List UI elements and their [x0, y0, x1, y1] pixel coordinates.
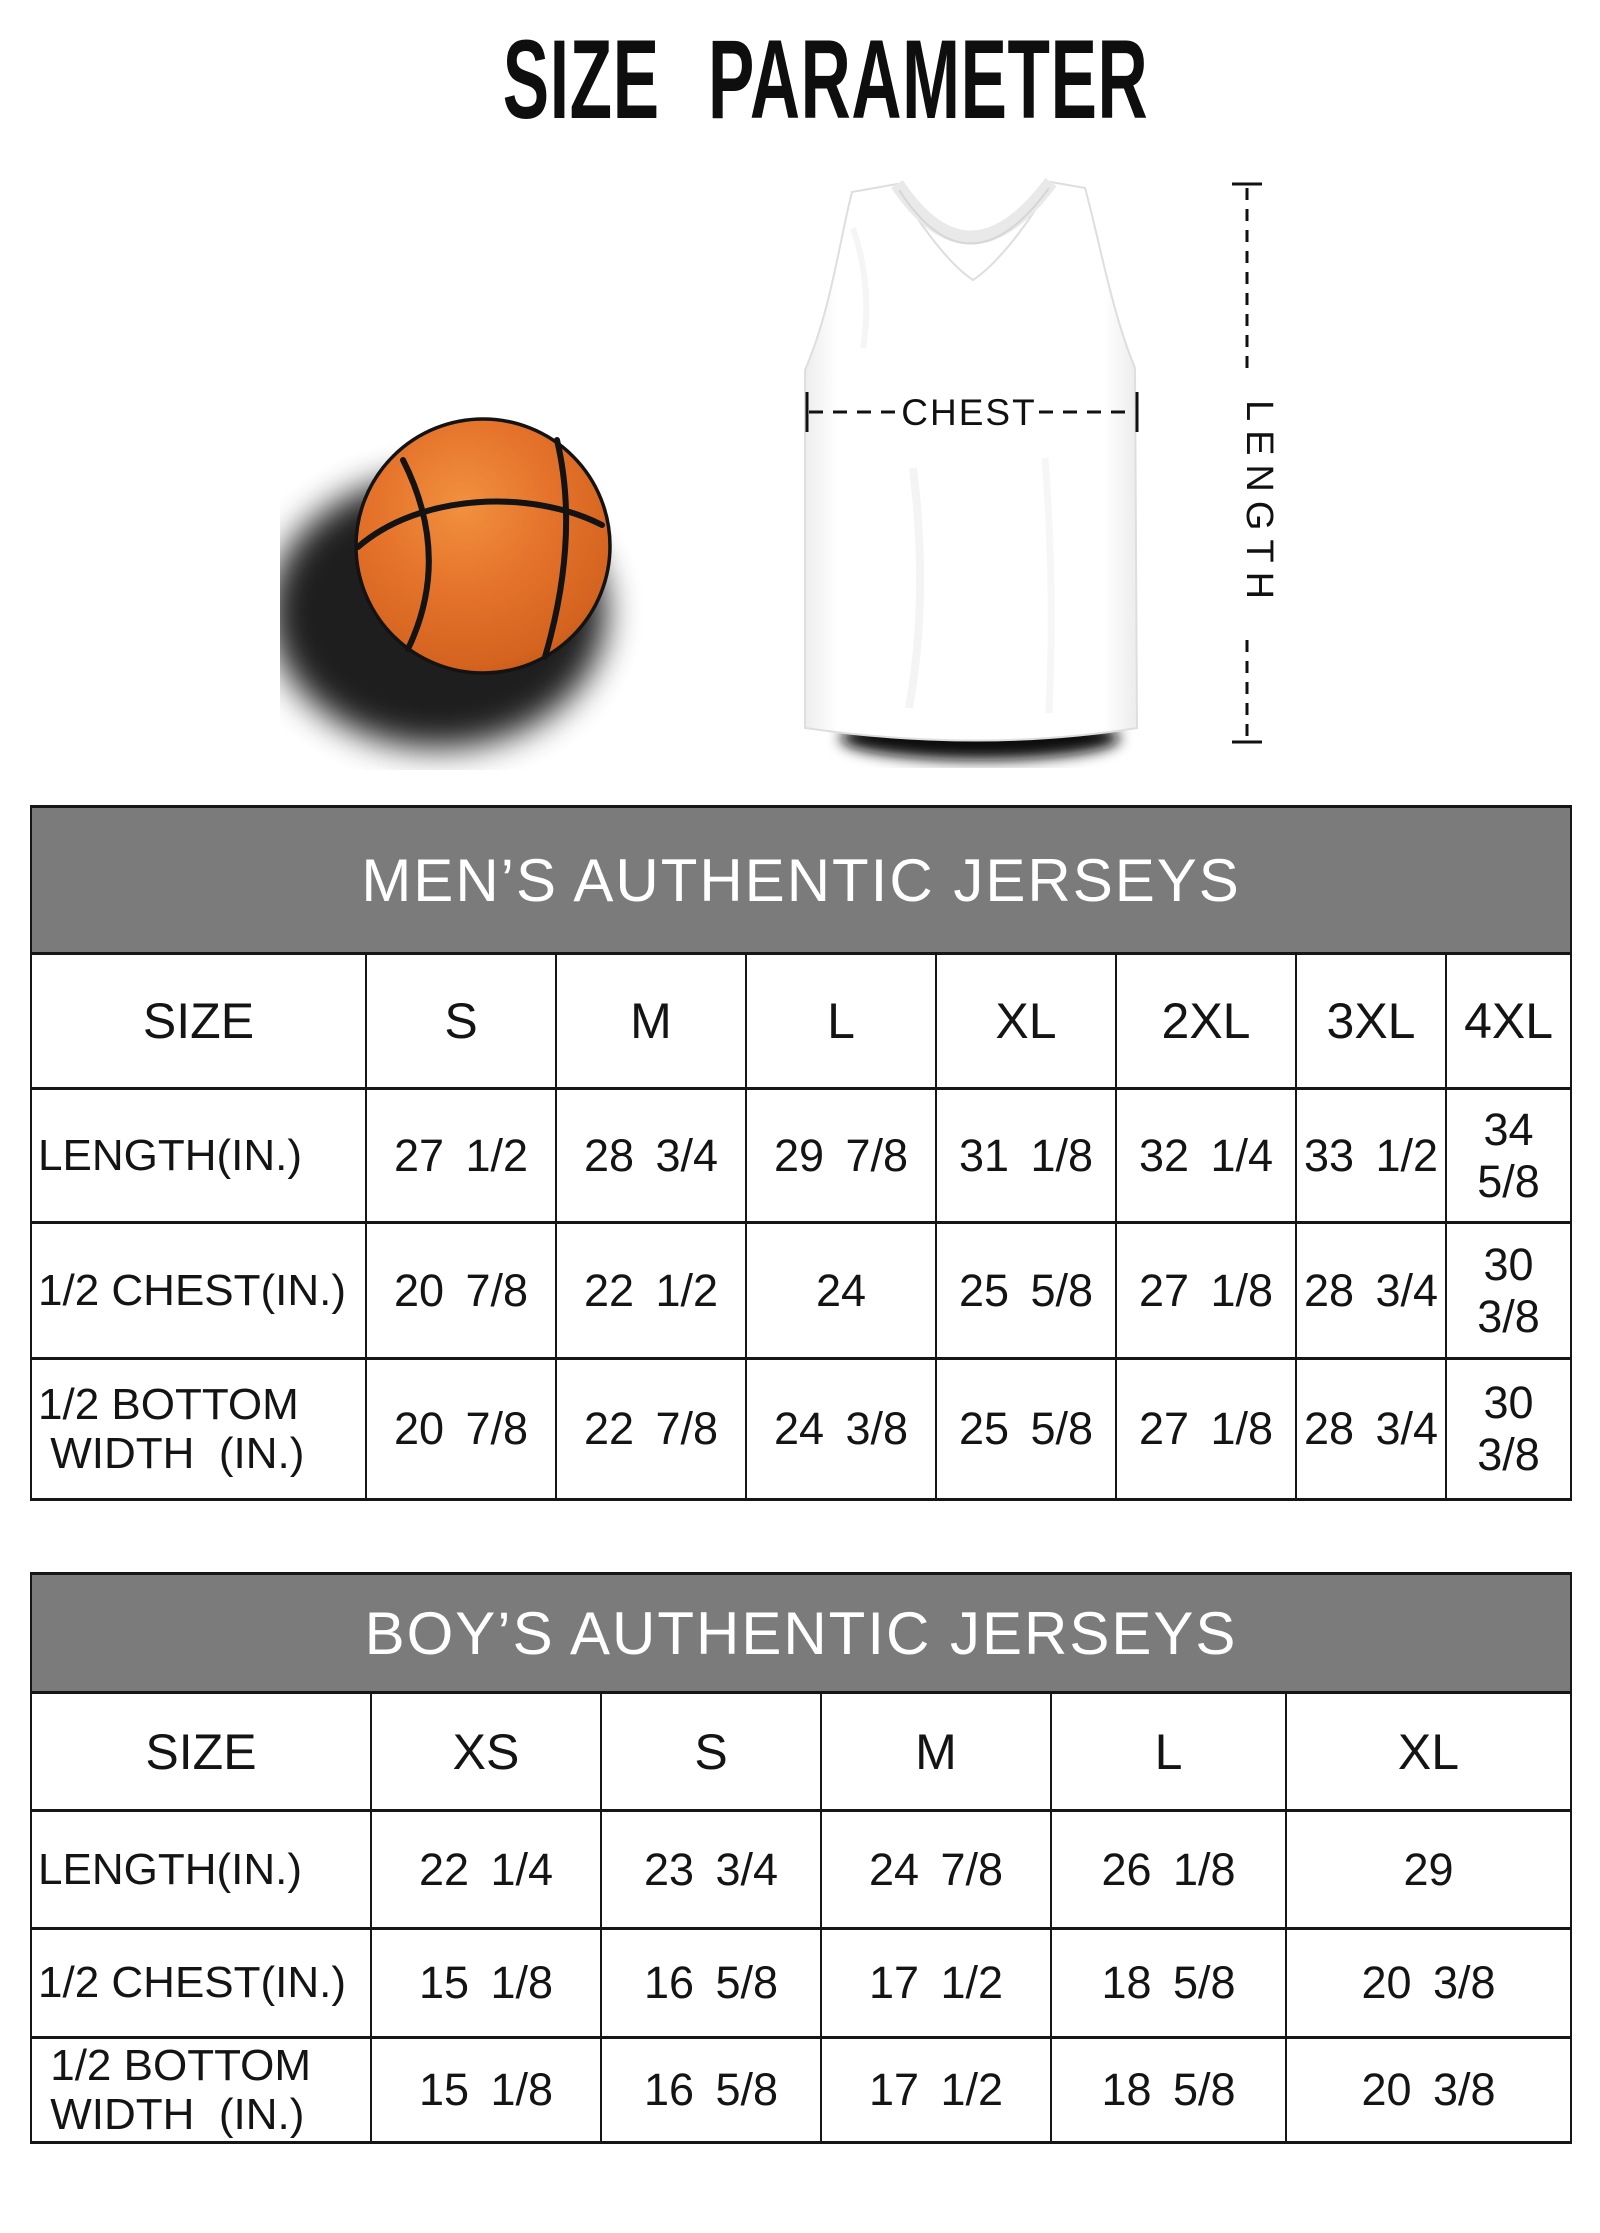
value-cell: 26 1/8	[1050, 1809, 1287, 1930]
value-cell: 30 3/8	[1444, 1357, 1573, 1501]
value-cell: 29 7/8	[745, 1087, 937, 1224]
value-cell: 22 1/4	[370, 1809, 602, 1930]
value-cell: 32 1/4	[1115, 1087, 1297, 1224]
row-label-cell: 1/2 CHEST(IN.)	[30, 1221, 367, 1360]
value-cell: 27 1/8	[1115, 1357, 1297, 1501]
size-header-cell: SIZE	[30, 952, 367, 1090]
value-cell: 16 5/8	[600, 1927, 822, 2039]
mens-size-table: MEN’S AUTHENTIC JERSEYS SIZE S M L XL 2X…	[29, 805, 1573, 1501]
value-cell: 27 1/2	[365, 1087, 557, 1224]
value-cell: 22 7/8	[555, 1357, 747, 1501]
table-row: 1/2 CHEST(IN.) 15 1/8 16 5/8 17 1/2 18 5…	[30, 1927, 1573, 2039]
table-row: LENGTH(IN.) 22 1/4 23 3/4 24 7/8 26 1/8 …	[30, 1809, 1573, 1930]
table-row: SIZE S M L XL 2XL 3XL 4XL	[30, 952, 1573, 1090]
size-col-header: 2XL	[1115, 952, 1297, 1090]
value-cell: 25 5/8	[935, 1357, 1117, 1501]
basketball-icon	[280, 417, 612, 748]
table-row: MEN’S AUTHENTIC JERSEYS	[29, 805, 1573, 955]
size-col-header: XL	[935, 952, 1117, 1090]
value-cell: 20 7/8	[365, 1221, 557, 1360]
size-col-header: L	[1050, 1691, 1287, 1812]
value-cell: 27 1/8	[1115, 1221, 1297, 1360]
table-row: 1/2 BOTTOM WIDTH (IN.) 15 1/8 16 5/8 17 …	[30, 2036, 1573, 2144]
value-cell: 20 7/8	[365, 1357, 557, 1501]
value-cell: 20 3/8	[1284, 2036, 1573, 2144]
value-cell: 17 1/2	[820, 1927, 1052, 2039]
value-cell: 28 3/4	[555, 1087, 747, 1224]
row-label-cell: LENGTH(IN.)	[30, 1809, 372, 1930]
value-cell: 28 3/4	[1295, 1221, 1447, 1360]
value-cell: 15 1/8	[370, 1927, 602, 2039]
size-col-header: S	[365, 952, 557, 1090]
jersey-body	[804, 180, 1139, 742]
page-title-wrap: SIZE PARAMETER	[0, 18, 1600, 141]
chest-measure	[805, 392, 1139, 432]
page-title: SIZE PARAMETER	[503, 17, 1149, 142]
boys-size-table: BOY’S AUTHENTIC JERSEYS SIZE XS S M L XL…	[29, 1572, 1573, 2144]
size-col-header: M	[820, 1691, 1052, 1812]
value-cell: 22 1/2	[555, 1221, 747, 1360]
size-col-header: 3XL	[1295, 952, 1447, 1090]
row-label-cell: 1/2 BOTTOM WIDTH (IN.)	[30, 2036, 372, 2144]
size-col-header: M	[555, 952, 747, 1090]
size-col-header: XL	[1284, 1691, 1573, 1812]
value-cell: 15 1/8	[370, 2036, 602, 2144]
value-cell: 24 7/8	[820, 1809, 1052, 1930]
length-measure: LENGTH	[1232, 182, 1280, 744]
table-row: BOY’S AUTHENTIC JERSEYS	[29, 1572, 1573, 1694]
value-cell: 24	[745, 1221, 937, 1360]
measurement-diagram: CHEST LENGTH	[0, 0, 1600, 800]
row-label-cell: 1/2 CHEST(IN.)	[30, 1927, 372, 2039]
value-cell: 28 3/4	[1295, 1357, 1447, 1501]
value-cell: 18 5/8	[1050, 2036, 1287, 2144]
value-cell: 33 1/2	[1295, 1087, 1447, 1224]
ball-seams	[355, 437, 605, 660]
size-col-header: S	[600, 1691, 822, 1812]
value-cell: 24 3/8	[745, 1357, 937, 1501]
size-col-header: XS	[370, 1691, 602, 1812]
chest-measure-label: CHEST	[901, 392, 1036, 433]
size-col-header: L	[745, 952, 937, 1090]
table-row: SIZE XS S M L XL	[30, 1691, 1573, 1812]
value-cell: 23 3/4	[600, 1809, 822, 1930]
length-measure-lines	[1232, 182, 1262, 744]
value-cell: 29	[1284, 1809, 1573, 1930]
size-header-cell: SIZE	[30, 1691, 372, 1812]
table-row: 1/2 CHEST(IN.) 20 7/8 22 1/2 24 25 5/8 2…	[30, 1221, 1573, 1360]
table-row: LENGTH(IN.) 27 1/2 28 3/4 29 7/8 31 1/8 …	[30, 1087, 1573, 1224]
value-cell: 31 1/8	[935, 1087, 1117, 1224]
value-cell: 25 5/8	[935, 1221, 1117, 1360]
jersey-creases	[850, 227, 1055, 714]
boys-table-title: BOY’S AUTHENTIC JERSEYS	[29, 1572, 1573, 1694]
jersey-collar	[891, 177, 1057, 245]
value-cell: 34 5/8	[1444, 1087, 1573, 1224]
value-cell: 20 3/8	[1284, 1927, 1573, 2039]
value-cell: 18 5/8	[1050, 1927, 1287, 2039]
ball-body	[354, 417, 612, 675]
size-col-header: 4XL	[1444, 952, 1573, 1090]
mens-table-title: MEN’S AUTHENTIC JERSEYS	[29, 805, 1573, 955]
row-label-cell: 1/2 BOTTOM WIDTH (IN.)	[30, 1357, 367, 1501]
jersey-icon: CHEST	[804, 177, 1139, 760]
row-label-cell: LENGTH(IN.)	[30, 1087, 367, 1224]
length-measure-label: LENGTH	[1238, 400, 1280, 608]
value-cell: 17 1/2	[820, 2036, 1052, 2144]
table-row: 1/2 BOTTOM WIDTH (IN.) 20 7/8 22 7/8 24 …	[30, 1357, 1573, 1501]
value-cell: 16 5/8	[600, 2036, 822, 2144]
value-cell: 30 3/8	[1444, 1221, 1573, 1360]
